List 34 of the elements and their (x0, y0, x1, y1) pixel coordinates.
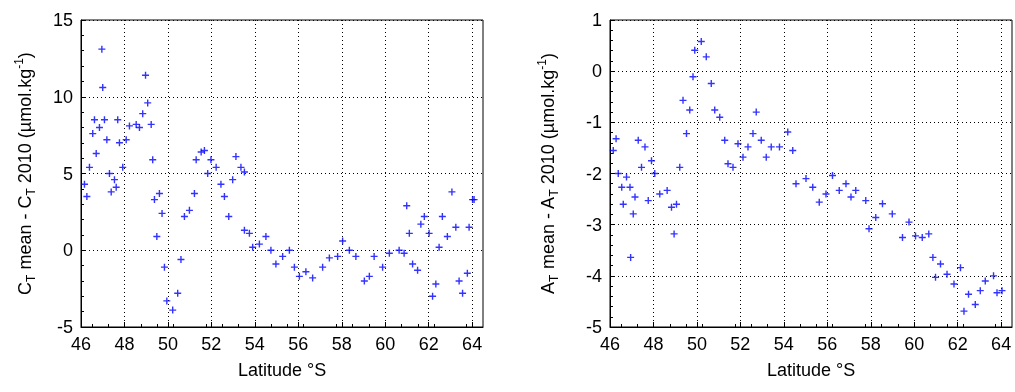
x-tick-label: 48 (643, 334, 664, 354)
x-tick-label: 52 (730, 334, 751, 354)
y-tick-label: -5 (56, 317, 73, 337)
y-tick-label: 10 (52, 86, 73, 107)
y-tick-label: -3 (585, 214, 602, 235)
x-tick-label: 60 (375, 334, 396, 354)
y-tick-label: -1 (585, 112, 602, 133)
x-tick-label: 46 (70, 334, 92, 354)
x-tick-label: 54 (244, 334, 265, 354)
x-tick-label: 58 (860, 334, 881, 354)
x-tick-label: 50 (686, 334, 707, 354)
x-tick-label: 62 (947, 334, 968, 354)
x-tick-label: 64 (991, 334, 1012, 354)
x-tick-label: 50 (157, 334, 178, 354)
x-tick-label: 46 (599, 334, 621, 354)
y-tick-label: -5 (585, 317, 602, 337)
x-tick-label: 54 (773, 334, 794, 354)
x-tick-label: 62 (418, 334, 439, 354)
x-axis-title: Latitude °S (237, 360, 327, 380)
x-tick-label: 56 (817, 334, 838, 354)
x-tick-label: 64 (462, 334, 483, 354)
y-tick-label: 15 (52, 10, 73, 30)
y-tick-label: 1 (591, 10, 602, 30)
y-tick-label: -4 (585, 265, 602, 286)
y-tick-label: -2 (585, 163, 602, 184)
y-tick-label: 5 (62, 163, 73, 184)
y-tick-label: 0 (62, 240, 73, 261)
x-tick-label: 60 (904, 334, 925, 354)
x-tick-label: 58 (331, 334, 352, 354)
x-tick-label: 48 (114, 334, 135, 354)
x-tick-label: 56 (288, 334, 309, 354)
x-axis-title: Latitude °S (766, 360, 856, 380)
y-tick-label: 0 (591, 61, 602, 82)
x-tick-label: 52 (201, 334, 222, 354)
